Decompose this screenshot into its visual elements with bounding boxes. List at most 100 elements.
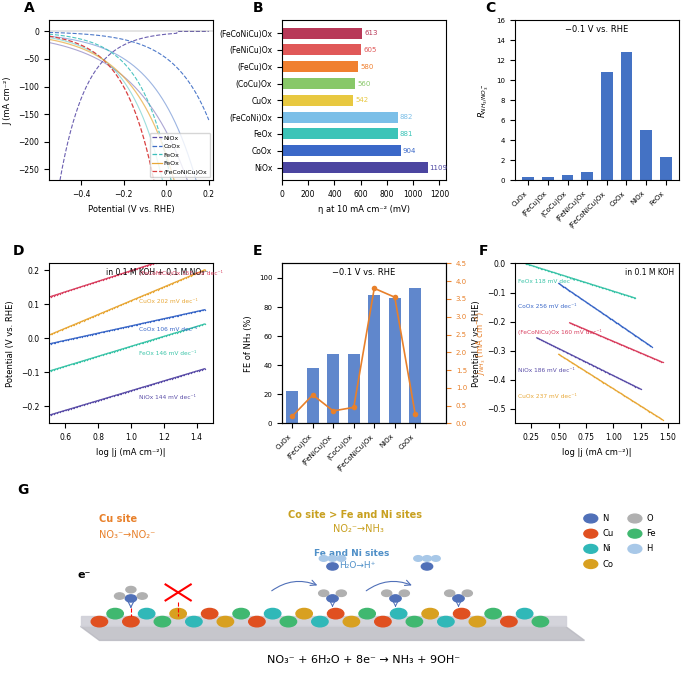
Circle shape [343,617,360,627]
Bar [368,295,380,424]
Text: (FeCoNiCu)Ox 155 mV dec⁻¹: (FeCoNiCu)Ox 155 mV dec⁻¹ [139,270,223,275]
Circle shape [628,545,642,554]
Text: FeOx 118 mV dec⁻¹: FeOx 118 mV dec⁻¹ [518,279,575,284]
Text: CuOx 237 mV dec⁻¹: CuOx 237 mV dec⁻¹ [518,394,577,398]
Text: Cu: Cu [602,529,613,538]
Circle shape [217,617,234,627]
Circle shape [233,609,249,619]
Text: 613: 613 [365,30,378,36]
Circle shape [122,617,139,627]
Bar [282,78,356,89]
Text: NO₃⁻ + 6H₂O + 8e⁻ → NH₃ + 9OH⁻: NO₃⁻ + 6H₂O + 8e⁻ → NH₃ + 9OH⁻ [267,656,461,666]
Circle shape [485,609,501,619]
Circle shape [584,514,598,523]
Bar [282,146,400,156]
Text: −0.1 V vs. RHE: −0.1 V vs. RHE [566,25,629,34]
Circle shape [406,617,423,627]
Circle shape [126,586,136,593]
Text: 882: 882 [400,114,413,120]
Bar [581,172,593,180]
Circle shape [327,595,338,602]
Text: −0.1 V vs. RHE: −0.1 V vs. RHE [332,268,396,277]
Circle shape [327,563,338,570]
Bar [348,354,360,424]
Circle shape [328,556,337,561]
Text: G: G [18,483,29,496]
Text: Ni: Ni [602,545,611,554]
Circle shape [391,609,407,619]
Text: A: A [25,1,35,16]
Y-axis label: FE of NH₃ (%): FE of NH₃ (%) [244,315,253,372]
Circle shape [139,609,155,619]
Text: FeOx 146 mV dec⁻¹: FeOx 146 mV dec⁻¹ [139,351,197,356]
Bar [640,131,652,180]
Bar [282,162,428,173]
Circle shape [584,545,598,554]
Circle shape [170,609,186,619]
Text: in 0.1 M KOH: in 0.1 M KOH [625,268,674,277]
Circle shape [628,529,642,538]
Circle shape [374,617,391,627]
X-axis label: Potential (V vs. RHE): Potential (V vs. RHE) [88,205,174,214]
Bar [282,28,363,39]
Text: H: H [646,545,652,554]
Circle shape [115,593,125,599]
Bar [522,177,534,180]
Circle shape [469,617,486,627]
Polygon shape [80,617,566,626]
Legend: NiOx, CoOx, FeOx, FeOx, (FeCoNiCu)Ox: NiOx, CoOx, FeOx, FeOx, (FeCoNiCu)Ox [150,133,210,177]
Text: C: C [485,1,496,16]
Circle shape [453,595,464,602]
Bar [561,175,573,180]
Circle shape [421,563,433,570]
Circle shape [337,556,346,561]
Text: N: N [602,514,608,523]
Text: NO₂⁻→NH₃: NO₂⁻→NH₃ [332,524,384,534]
Polygon shape [80,626,584,641]
Text: H₂O→H⁺: H₂O→H⁺ [339,562,375,571]
Circle shape [532,617,549,627]
Circle shape [444,590,455,596]
X-axis label: η at 10 mA cm⁻² (mV): η at 10 mA cm⁻² (mV) [318,205,410,214]
Y-axis label: Potential (V vs. RHE): Potential (V vs. RHE) [473,300,481,387]
Circle shape [296,609,312,619]
Text: 580: 580 [360,64,373,70]
Text: Cu site: Cu site [99,515,137,524]
Bar [620,52,632,180]
Circle shape [628,514,642,523]
Circle shape [584,529,598,538]
Text: NO₃⁻→NO₂⁻: NO₃⁻→NO₂⁻ [99,530,155,541]
X-axis label: log |j (mA cm⁻²)|: log |j (mA cm⁻²)| [562,447,632,457]
Text: O: O [646,514,653,523]
Bar [282,44,361,55]
Bar [542,177,554,180]
Circle shape [454,609,470,619]
Text: D: D [13,244,25,258]
Circle shape [336,590,346,596]
Bar [409,288,421,424]
Text: e⁻: e⁻ [78,571,91,581]
Circle shape [423,556,431,561]
Circle shape [517,609,533,619]
Text: 881: 881 [400,131,413,137]
Y-axis label: J (mA cm⁻²): J (mA cm⁻²) [4,76,13,124]
Circle shape [280,617,297,627]
Text: Fe: Fe [646,529,656,538]
Circle shape [390,595,401,602]
Text: B: B [253,1,263,16]
Text: Co: Co [602,560,613,568]
Text: Co site > Fe and Ni sites: Co site > Fe and Ni sites [288,511,422,520]
Circle shape [318,590,329,596]
Text: CoOx 106 mV dec⁻¹: CoOx 106 mV dec⁻¹ [139,326,197,332]
Circle shape [431,556,440,561]
Y-axis label: $R_{NH_3/NO_3^-}$: $R_{NH_3/NO_3^-}$ [477,83,491,118]
Circle shape [399,590,409,596]
Circle shape [382,590,392,596]
Bar [307,368,319,424]
Y-axis label: Potential (V vs. RHE): Potential (V vs. RHE) [6,300,15,387]
Text: CuOx 202 mV dec⁻¹: CuOx 202 mV dec⁻¹ [139,299,198,305]
Circle shape [462,590,472,596]
Text: NiOx 186 mV dec⁻¹: NiOx 186 mV dec⁻¹ [518,368,575,373]
Text: in 0.1 M KOH + 0.1 M NO₃⁻: in 0.1 M KOH + 0.1 M NO₃⁻ [106,268,208,277]
Bar [389,299,401,424]
